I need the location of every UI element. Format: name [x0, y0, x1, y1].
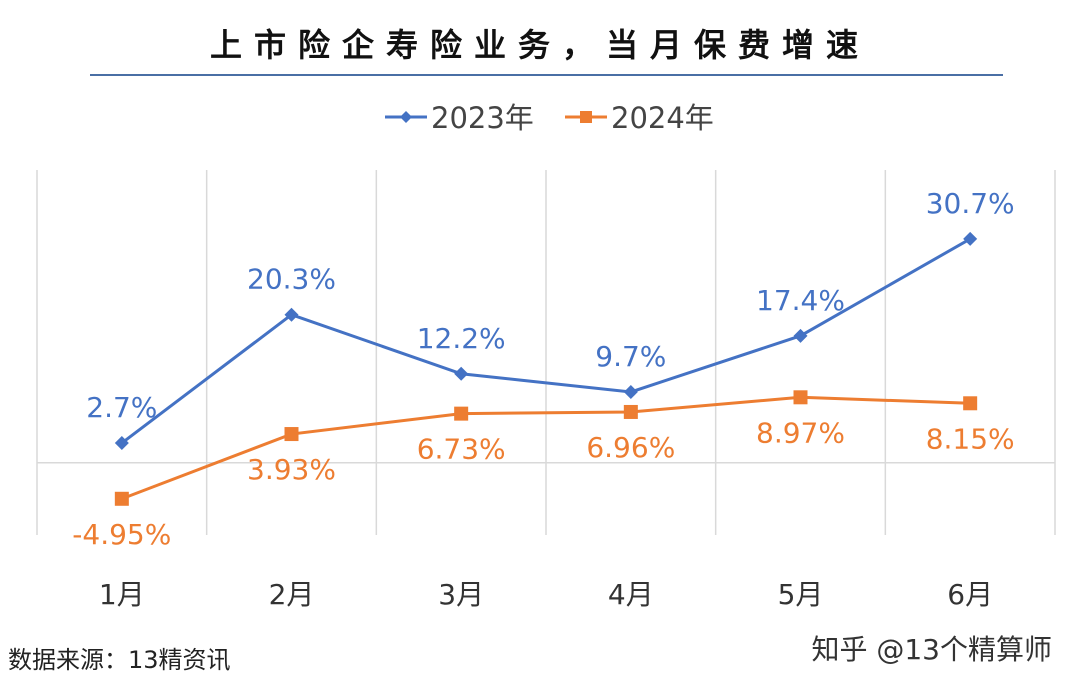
data-label: 12.2% — [417, 322, 506, 355]
data-point-square — [623, 404, 638, 419]
x-tick-label: 4月 — [608, 578, 654, 611]
x-tick-label: 6月 — [947, 578, 993, 611]
data-point-diamond — [284, 307, 299, 322]
data-label: 6.73% — [417, 433, 506, 466]
credit-text: 知乎 @13个精算师 — [811, 633, 1052, 666]
data-point-square — [963, 396, 978, 411]
data-point-diamond — [623, 384, 638, 399]
chart-title: 上市险企寿险业务，当月保费增速 — [209, 26, 870, 64]
data-point-square — [454, 406, 469, 421]
x-tick-label: 5月 — [778, 578, 824, 611]
x-tick-label: 1月 — [99, 578, 145, 611]
data-label: 20.3% — [247, 263, 336, 296]
data-point-diamond — [454, 366, 469, 381]
data-label: 8.97% — [756, 416, 845, 449]
legend-diamond-marker — [400, 111, 412, 123]
data-point-square — [793, 390, 808, 405]
x-tick-label: 2月 — [269, 578, 315, 611]
data-label: 6.96% — [586, 431, 675, 464]
x-tick-label: 3月 — [438, 578, 484, 611]
data-label: 17.4% — [756, 284, 845, 317]
series-line-2023年 — [120, 237, 971, 445]
legend-label: 2023年 — [431, 101, 534, 135]
source-note: 数据来源：13精资讯 — [8, 646, 231, 674]
title-underline — [90, 74, 1003, 76]
legend-square-marker — [580, 111, 592, 123]
data-point-square — [284, 427, 299, 442]
data-point-diamond — [114, 436, 129, 451]
data-label: 8.15% — [926, 422, 1015, 455]
data-point-diamond — [963, 231, 978, 246]
data-point-square — [114, 491, 129, 506]
data-label: 2.7% — [86, 391, 157, 424]
data-label: 3.93% — [247, 453, 336, 486]
data-label: 30.7% — [926, 187, 1015, 220]
data-point-diamond — [793, 328, 808, 343]
data-label: -4.95% — [72, 518, 171, 551]
data-label: 9.7% — [595, 340, 666, 373]
legend-label: 2024年 — [611, 101, 714, 135]
series-line-2024年 — [121, 395, 971, 501]
